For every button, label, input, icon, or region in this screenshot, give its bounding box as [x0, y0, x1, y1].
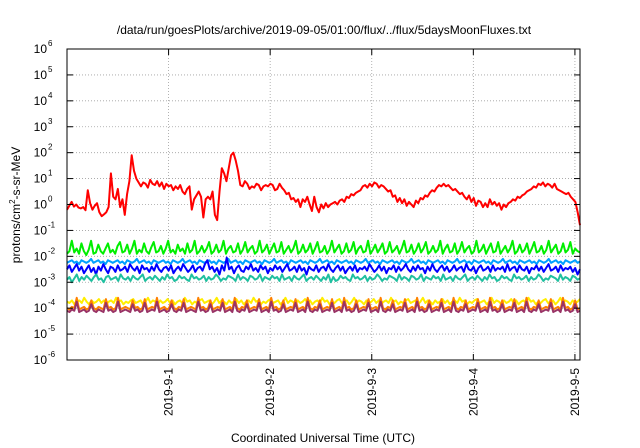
y-tick-label-exponent: -6 — [48, 350, 56, 359]
tick-layer: 10 -610 -510 -410 -310 -210 -110 010 110 210 310 41… — [34, 39, 582, 416]
series-line-2 — [66, 239, 581, 257]
y-axis-label-sup: 2 — [8, 199, 17, 204]
series-line-1 — [66, 151, 581, 226]
y-tick-label: 10 — [34, 172, 48, 186]
y-tick-label-exponent: -2 — [48, 246, 56, 255]
x-tick-label: 2019-9-4 — [466, 368, 480, 416]
series-layer — [66, 151, 581, 314]
y-tick-label: 10 — [34, 42, 48, 56]
x-tick-label: 2019-9-2 — [263, 368, 277, 416]
y-tick-label-exponent: -5 — [48, 324, 56, 333]
y-tick-label-exponent: 6 — [48, 39, 53, 48]
chart-title: /data/run/goesPlots/archive/2019-09-05/0… — [117, 23, 532, 37]
y-axis-label-pre: protons/cm — [9, 204, 23, 263]
y-tick-label-exponent: -4 — [48, 298, 56, 307]
x-tick-label: 2019-9-3 — [365, 368, 379, 416]
y-tick-label-exponent: 0 — [48, 195, 53, 204]
y-tick-label: 10 — [34, 198, 48, 212]
y-tick-label: 10 — [34, 68, 48, 82]
y-tick-label: 10 — [34, 327, 48, 341]
y-tick-label: 10 — [34, 275, 48, 289]
y-tick-label: 10 — [34, 146, 48, 160]
x-axis-label: Coordinated Universal Time (UTC) — [231, 431, 415, 445]
y-tick-label: 10 — [34, 120, 48, 134]
y-axis-label: protons/cm2-s-sr-MeV — [8, 147, 23, 263]
y-tick-label-exponent: -3 — [48, 272, 56, 281]
series-line-5 — [66, 273, 581, 284]
y-axis-label-post: -s-sr-MeV — [9, 147, 23, 200]
y-tick-label: 10 — [34, 94, 48, 108]
series-line-6 — [66, 296, 581, 306]
y-tick-label: 10 — [34, 353, 48, 367]
y-tick-label-exponent: -1 — [48, 220, 56, 229]
series-line-4 — [66, 256, 581, 276]
y-tick-label-exponent: 4 — [48, 91, 53, 100]
x-tick-label: 2019-9-5 — [568, 368, 582, 416]
y-tick-label-exponent: 2 — [48, 143, 53, 152]
y-tick-label: 10 — [34, 223, 48, 237]
y-tick-label-exponent: 5 — [48, 65, 53, 74]
series-line-7 — [66, 296, 581, 311]
series-line-8 — [66, 300, 581, 314]
y-tick-label: 10 — [34, 249, 48, 263]
series-line-3 — [66, 257, 581, 266]
y-tick-label-exponent: 1 — [48, 169, 53, 178]
y-tick-label: 10 — [34, 301, 48, 315]
x-tick-label: 2019-9-1 — [162, 368, 176, 416]
y-tick-label-exponent: 3 — [48, 117, 53, 126]
